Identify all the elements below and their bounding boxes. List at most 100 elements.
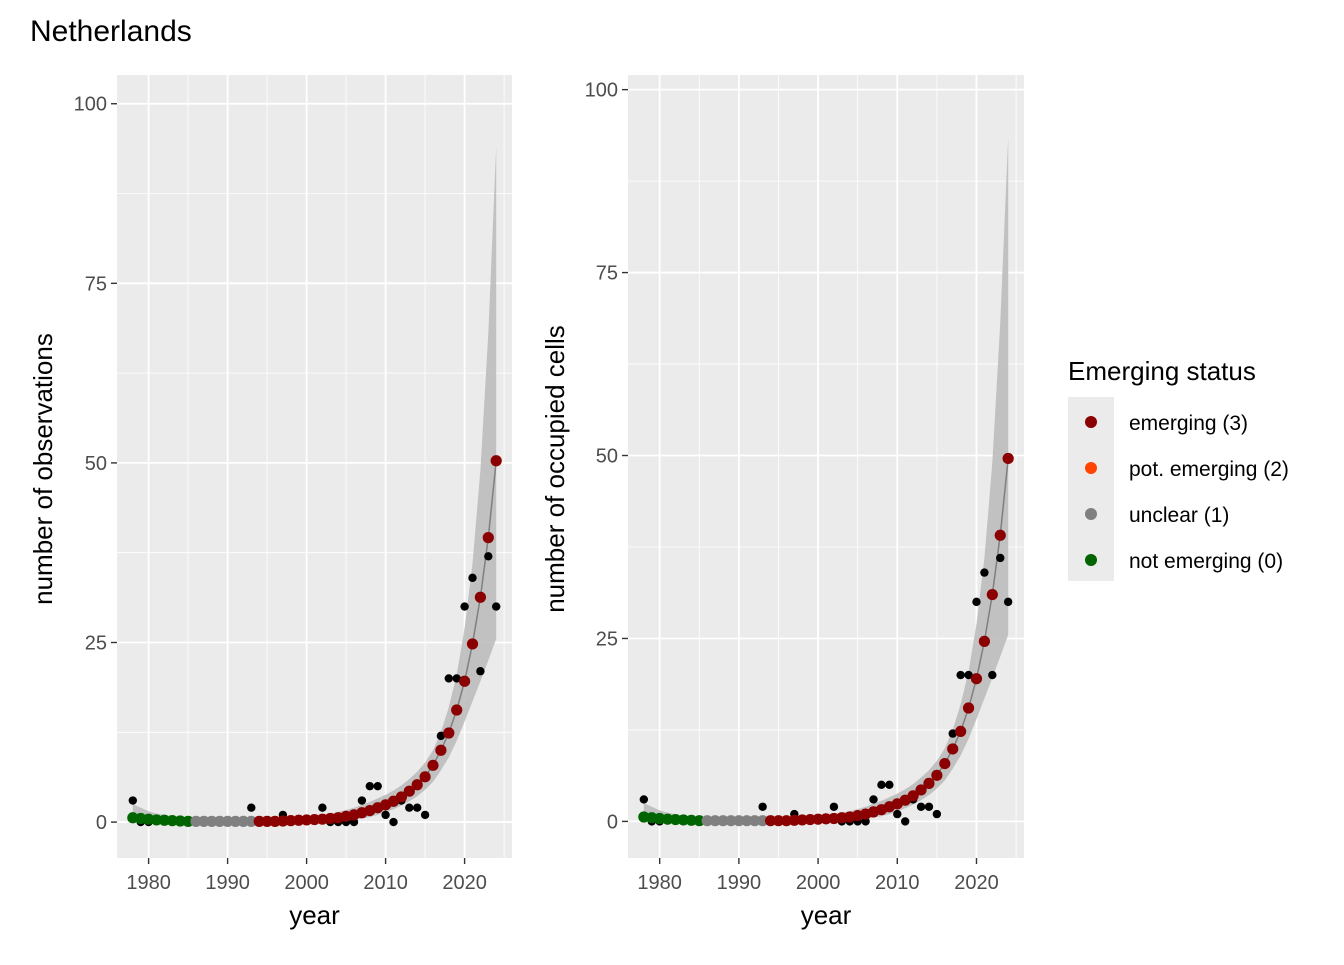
fit-point [780,815,793,827]
y-tick-label: 75 [85,273,107,295]
fit-point [427,759,439,771]
observed-point [318,803,327,812]
fit-point [907,790,919,802]
legend-key-3 [1085,508,1097,520]
fit-point [198,815,210,827]
observed-point [932,809,942,819]
x-tick-label: 1980 [126,872,171,894]
figure-title: Netherlands [30,15,192,48]
fit-point [820,813,832,825]
legend-label-3: unclear (1) [1129,504,1229,527]
fit-point [150,814,163,826]
panel-1: 0 25 50 75 100 1980 1990 2000 2010 2020 year number… [28,75,512,930]
y-tick-label: 50 [596,446,618,468]
observed-point [373,781,382,791]
observed-point [893,809,902,819]
fit-point [229,815,242,827]
x-tick-label: 2020 [442,872,487,894]
y-tick-label: 25 [85,632,107,654]
observed-point [381,810,390,820]
fit-point [772,815,785,827]
observed-point [916,802,926,811]
fit-point [733,815,745,827]
fit-point [190,815,202,827]
observed-point [829,802,839,811]
fit-point [285,815,297,827]
fit-point [741,815,753,827]
fit-point [182,815,194,827]
fit-point [709,815,721,827]
observed-point [476,667,485,676]
fit-point [693,815,705,827]
fit-point [947,743,959,755]
fit-point [796,814,808,826]
fit-point [978,635,991,647]
fit-point [764,815,777,827]
fit-point [677,814,690,826]
x-axis-title: year [289,900,340,930]
x-tick-label: 1990 [717,872,762,894]
fit-point [237,815,249,827]
fit-point [435,744,447,756]
fit-point [482,532,494,544]
legend-label-1: emerging (3) [1129,412,1248,435]
y-tick-label: 100 [585,80,618,102]
y-tick-label: 0 [607,811,618,833]
fit-point [206,815,218,827]
observed-point [861,817,870,826]
fit-point [701,815,713,827]
y-axis-title: number of occupied cells [540,325,570,613]
observed-point [389,817,398,827]
fit-point [725,815,737,827]
fit-point [269,815,281,827]
legend: Emerging status emerging (3) pot. emergin… [1068,356,1289,581]
fit-point [451,704,463,716]
legend-key-2 [1085,462,1097,474]
legend-label-4: not emerging (0) [1129,550,1283,573]
x-tick-label: 1980 [637,872,682,894]
fit-point [166,815,178,827]
fit-point [214,815,226,827]
y-axis-title: number of observations [28,333,58,605]
fit-point [812,813,824,825]
fit-point [717,815,729,827]
observed-point [972,597,981,607]
observed-point [639,795,649,804]
observed-point [996,553,1005,563]
legend-key-1 [1085,416,1097,428]
x-tick-label: 2000 [284,872,329,894]
x-tick-label: 2000 [796,872,841,894]
observed-point [758,802,767,811]
fit-point [411,779,423,791]
fit-point [277,815,289,827]
fit-point [403,785,415,797]
observed-point [460,602,469,611]
observed-point [484,552,493,561]
observed-point [948,729,957,738]
fit-point [222,815,234,827]
fit-point [253,815,265,827]
fit-point [915,784,927,796]
fit-point [174,815,186,827]
fit-point [955,725,967,738]
observed-point [869,795,878,804]
observed-point [436,731,446,741]
x-tick-label: 2020 [954,872,999,894]
observed-point [901,817,910,826]
observed-point [413,803,422,812]
fit-point [939,758,951,770]
x-tick-label: 2010 [363,872,408,894]
x-tick-label: 1990 [205,872,250,894]
legend-label-2: pot. emerging (2) [1129,458,1289,481]
observed-point [128,796,137,805]
fit-point [474,591,486,603]
y-tick-label: 75 [596,263,618,285]
fit-point [662,813,674,825]
fit-point [293,814,305,826]
observed-point [420,810,430,820]
fit-point [158,814,170,826]
panel-2: 0 25 50 75 100 1980 1990 2000 2010 2020 year number… [540,75,1024,930]
fit-point [994,529,1006,541]
